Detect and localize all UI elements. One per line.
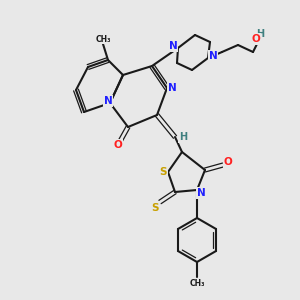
Text: O: O	[224, 157, 232, 167]
Text: H: H	[256, 29, 264, 39]
Text: CH₃: CH₃	[95, 34, 111, 43]
Text: CH₃: CH₃	[189, 278, 205, 287]
Text: N: N	[196, 188, 206, 198]
Text: N: N	[169, 41, 177, 51]
Text: O: O	[252, 34, 260, 44]
Text: S: S	[151, 203, 159, 213]
Text: O: O	[114, 140, 122, 150]
Text: S: S	[159, 167, 167, 177]
Text: N: N	[103, 96, 112, 106]
Text: N: N	[168, 83, 176, 93]
Text: N: N	[208, 51, 217, 61]
Text: H: H	[179, 132, 187, 142]
